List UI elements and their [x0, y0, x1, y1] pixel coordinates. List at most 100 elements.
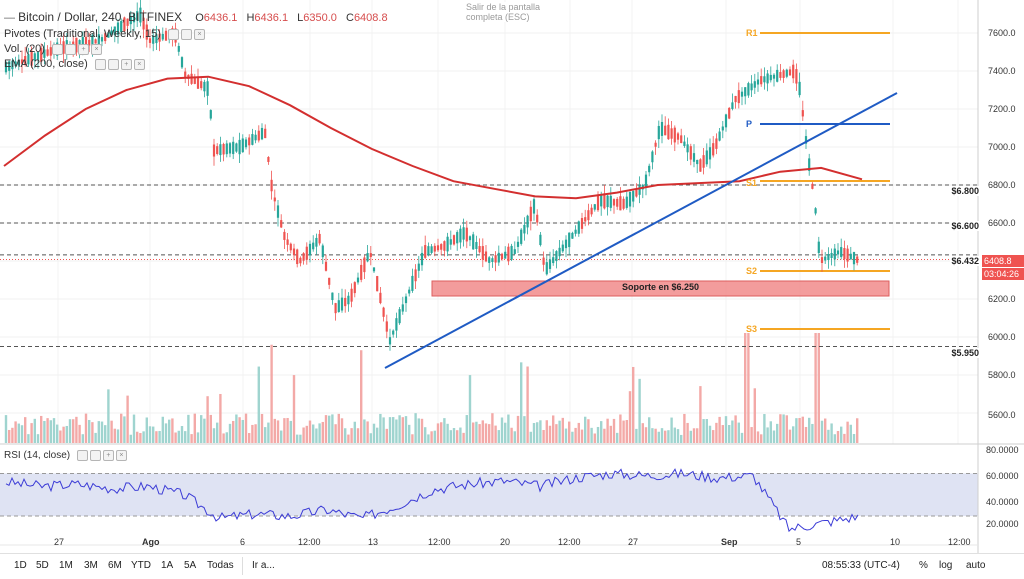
volume-bar — [625, 420, 628, 443]
candle-body — [625, 196, 628, 208]
candle-body — [744, 87, 747, 97]
candle-body — [740, 91, 744, 97]
eye-icon[interactable] — [76, 450, 88, 461]
price-chart[interactable] — [0, 0, 1024, 553]
candle-body — [417, 263, 420, 271]
candle-body — [795, 69, 798, 84]
candle-body — [616, 198, 619, 207]
range-all-button[interactable]: Todas — [207, 560, 234, 571]
volume-bar — [494, 425, 497, 443]
volume-bar — [292, 375, 296, 443]
gear-icon[interactable] — [107, 58, 119, 70]
candle-body — [612, 199, 616, 206]
candle-body — [468, 236, 472, 241]
volume-bar — [62, 426, 65, 443]
pivot-s2-label: S2 — [746, 266, 758, 276]
close-icon[interactable]: × — [91, 43, 103, 55]
eye-icon[interactable] — [52, 43, 64, 55]
volume-bar — [126, 395, 129, 443]
volume-bar — [609, 425, 612, 443]
candle-body — [91, 35, 94, 49]
range-1m-button[interactable]: 1M — [59, 560, 73, 571]
plus-icon[interactable]: + — [78, 43, 90, 55]
log-scale-toggle[interactable]: log — [939, 560, 953, 571]
volume-bar — [152, 426, 155, 443]
candle-body — [593, 204, 596, 210]
gear-icon[interactable] — [180, 28, 192, 40]
volume-bar — [238, 417, 241, 443]
candle-body — [251, 134, 254, 145]
range-3m-button[interactable]: 3M — [84, 560, 98, 571]
candle-body — [824, 256, 827, 261]
volume-bar — [763, 414, 766, 443]
eye-icon[interactable] — [167, 28, 179, 40]
volume-legend[interactable]: Vol. (20) + × — [4, 43, 104, 55]
support-zone-label: Soporte en $6.250 — [621, 282, 700, 292]
candle-body — [244, 139, 248, 148]
volume-bar — [219, 393, 222, 443]
volume-bar — [52, 418, 56, 443]
eye-icon[interactable] — [94, 58, 106, 70]
candle-body — [180, 57, 184, 68]
volume-bar — [56, 424, 59, 443]
volume-bar — [433, 430, 436, 443]
clock-display[interactable]: 08:55:33 (UTC-4) — [822, 560, 900, 571]
volume-bar — [772, 430, 776, 443]
candle-body — [635, 189, 638, 197]
volume-bar — [779, 414, 782, 443]
volume-bar — [648, 417, 651, 443]
volume-bar — [657, 431, 660, 443]
rsi-legend[interactable]: RSI (14, close) + × — [4, 450, 129, 461]
range-1d-button[interactable]: 1D — [14, 560, 27, 571]
volume-label: Vol. (20) — [4, 43, 45, 55]
candle-body — [360, 264, 363, 280]
candle-body — [126, 18, 129, 26]
volume-bar — [846, 421, 849, 443]
close-icon[interactable]: × — [115, 450, 127, 461]
close-value: 6408.8 — [353, 12, 388, 24]
rsi-tick: 80.0000 — [986, 445, 1019, 455]
plus-icon[interactable]: + — [102, 450, 114, 461]
volume-bar — [590, 427, 593, 443]
candle-body — [33, 53, 36, 61]
candle-body — [548, 259, 552, 269]
candle-body — [414, 269, 417, 282]
range-1a-button[interactable]: 1A — [161, 560, 174, 571]
volume-bar — [171, 418, 174, 443]
volume-bar — [680, 434, 683, 443]
candle-body — [724, 114, 728, 128]
menu-icon[interactable]: — — [4, 12, 15, 24]
volume-bar — [440, 422, 443, 443]
range-5a-button[interactable]: 5A — [184, 560, 197, 571]
pivots-legend[interactable]: Pivotes (Traditional, Weekly, 15) × — [4, 28, 207, 40]
range-ytd-button[interactable]: YTD — [131, 560, 151, 571]
volume-bar — [830, 423, 833, 443]
volume-bar — [536, 422, 539, 443]
countdown-tag: 03:04:26 — [982, 268, 1024, 280]
candle-body — [459, 228, 462, 243]
candle-body — [43, 49, 46, 58]
rsi-band — [0, 473, 978, 517]
close-icon[interactable]: × — [193, 28, 205, 40]
gear-icon[interactable] — [89, 450, 101, 461]
candle-body — [142, 17, 145, 30]
goto-date-button[interactable]: Ir a... — [252, 560, 275, 571]
volume-bar — [782, 414, 785, 443]
volume-bar — [446, 423, 449, 443]
candle-body — [120, 20, 123, 33]
close-icon[interactable]: × — [133, 58, 145, 70]
range-6m-button[interactable]: 6M — [108, 560, 122, 571]
symbol-legend[interactable]: — Bitcoin / Dollar, 240, BITFINEX O6436.… — [4, 10, 388, 24]
volume-bar — [289, 420, 292, 443]
gear-icon[interactable] — [65, 43, 77, 55]
plus-icon[interactable]: + — [120, 58, 132, 70]
auto-scale-toggle[interactable]: auto — [966, 560, 986, 571]
candle-body — [692, 153, 696, 162]
level-6600-label: $6.600 — [950, 221, 980, 231]
candle-body — [139, 7, 142, 23]
range-5d-button[interactable]: 5D — [36, 560, 49, 571]
price-tick: 6200.0 — [988, 294, 1016, 304]
percent-scale-toggle[interactable]: % — [919, 560, 928, 571]
ema-legend[interactable]: EMA (200, close) + × — [4, 58, 147, 70]
high-label: H — [246, 12, 255, 24]
